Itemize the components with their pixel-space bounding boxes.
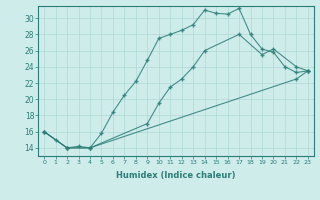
- X-axis label: Humidex (Indice chaleur): Humidex (Indice chaleur): [116, 171, 236, 180]
